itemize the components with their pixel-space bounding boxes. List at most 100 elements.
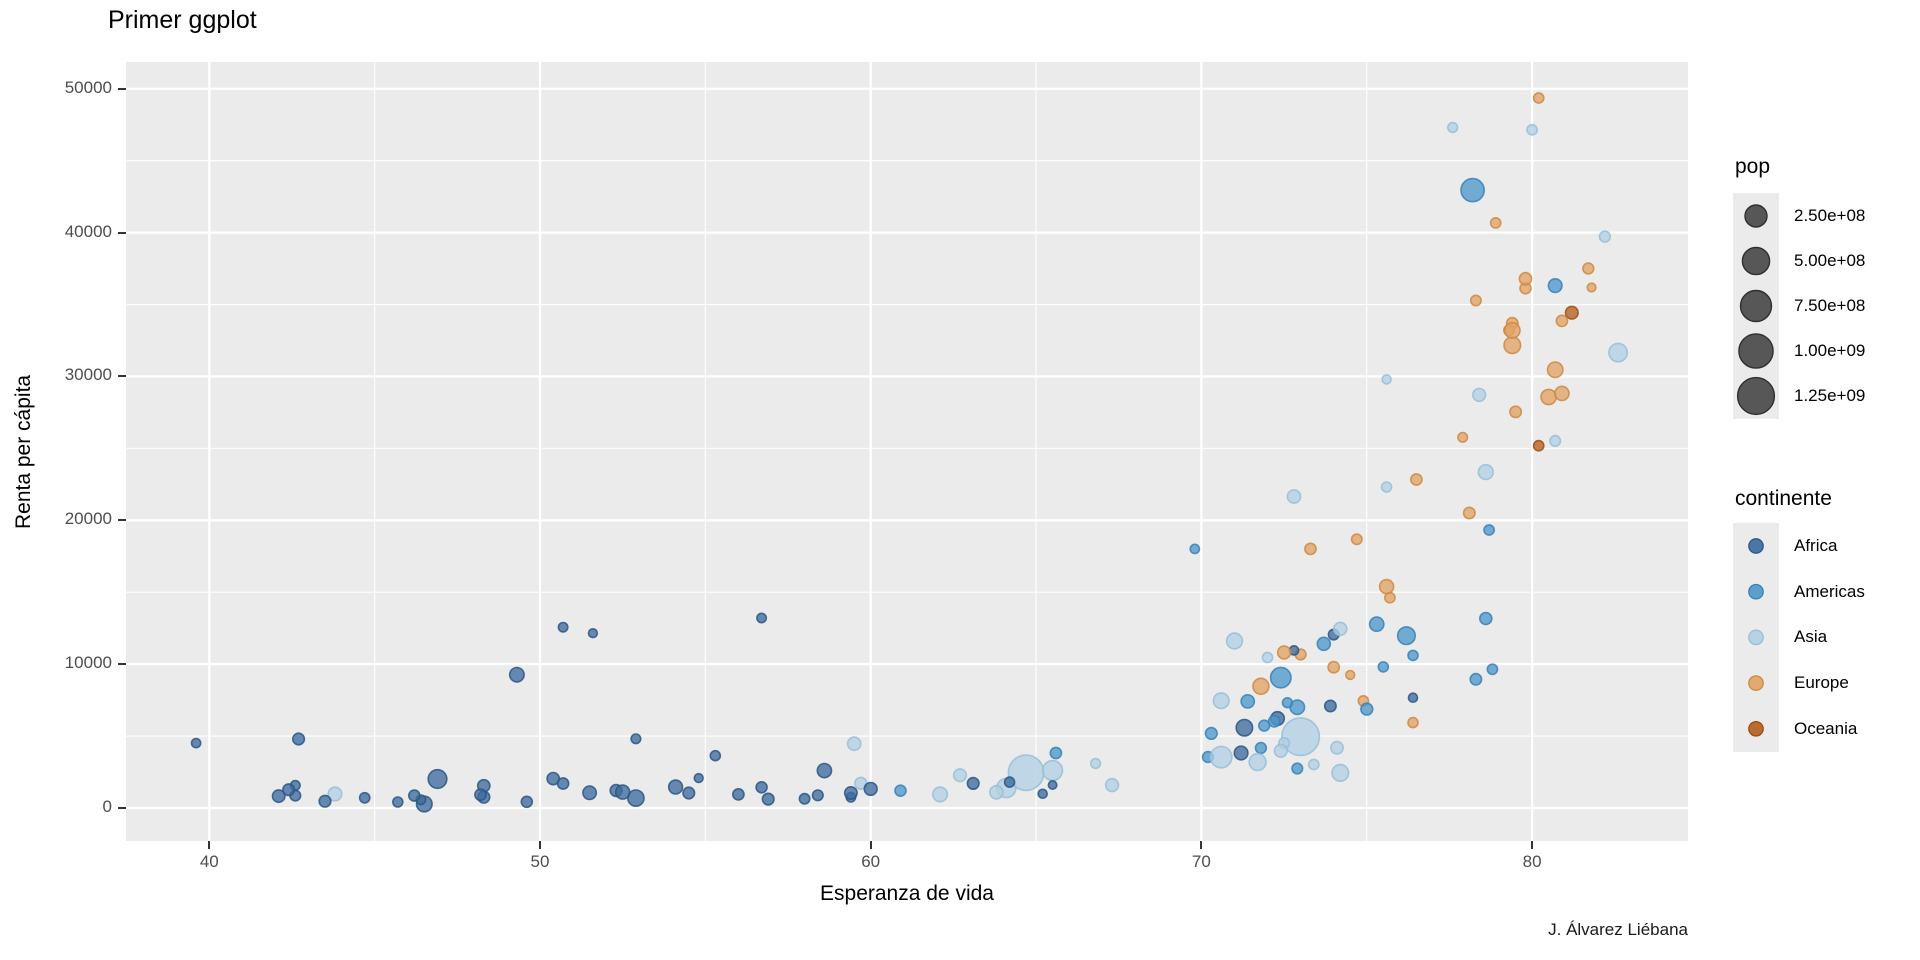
data-point bbox=[667, 779, 684, 795]
scatter-plot bbox=[126, 62, 1688, 841]
data-point bbox=[1457, 431, 1469, 443]
data-point bbox=[1252, 677, 1270, 696]
data-point bbox=[952, 768, 968, 783]
data-point bbox=[1257, 719, 1271, 732]
pop-legend-item-label: 1.00e+09 bbox=[1794, 341, 1866, 360]
data-point bbox=[1582, 262, 1595, 275]
x-tick-label: 80 bbox=[1522, 852, 1542, 871]
x-tick-label: 50 bbox=[530, 852, 550, 871]
data-point bbox=[1254, 741, 1268, 755]
data-point bbox=[327, 786, 343, 802]
data-point bbox=[1377, 661, 1390, 673]
data-point bbox=[1518, 271, 1533, 286]
continent-legend-title: continente bbox=[1735, 487, 1832, 510]
data-point bbox=[1546, 361, 1564, 379]
data-point bbox=[1240, 694, 1256, 709]
x-tick-mark bbox=[1531, 841, 1534, 849]
data-point bbox=[1407, 692, 1419, 704]
data-point bbox=[1598, 230, 1612, 243]
pop-legend-swatches bbox=[1736, 204, 1776, 416]
y-tick-label: 10000 bbox=[64, 653, 112, 673]
data-point bbox=[732, 788, 745, 801]
data-point bbox=[1483, 524, 1495, 536]
data-point bbox=[1486, 663, 1499, 676]
pop-legend-swatch bbox=[1736, 376, 1776, 416]
data-point bbox=[1471, 387, 1487, 403]
data-point bbox=[1350, 533, 1363, 546]
data-point bbox=[1532, 439, 1545, 452]
data-point bbox=[1235, 718, 1254, 737]
data-point bbox=[1225, 632, 1244, 650]
data-point bbox=[709, 749, 722, 762]
data-point bbox=[508, 666, 525, 683]
data-point bbox=[282, 783, 296, 797]
data-point bbox=[755, 780, 768, 794]
data-point bbox=[1330, 740, 1345, 755]
data-point bbox=[816, 762, 833, 779]
continent-legend-item-label: Oceania bbox=[1794, 718, 1858, 738]
data-point bbox=[1407, 649, 1419, 662]
data-point bbox=[1396, 626, 1416, 646]
y-tick-label: 0 bbox=[102, 797, 112, 816]
data-point bbox=[761, 792, 775, 806]
data-point bbox=[1003, 776, 1016, 788]
data-point bbox=[1460, 177, 1486, 203]
continent-legend-swatch-oceania bbox=[1748, 720, 1764, 737]
data-point bbox=[1307, 758, 1320, 771]
data-point bbox=[1554, 385, 1570, 402]
data-point bbox=[1380, 481, 1393, 493]
x-tick-mark bbox=[208, 841, 211, 849]
x-tick-label: 60 bbox=[861, 852, 881, 871]
data-point bbox=[1407, 716, 1419, 729]
data-point bbox=[798, 792, 811, 805]
data-point bbox=[1446, 121, 1459, 134]
data-point bbox=[614, 784, 631, 800]
data-point bbox=[474, 788, 487, 802]
pop-legend-item-label: 7.50e+08 bbox=[1794, 296, 1866, 315]
data-point bbox=[1037, 788, 1049, 800]
data-point bbox=[1549, 434, 1562, 448]
data-point bbox=[1212, 692, 1230, 710]
continent-legend-swatches bbox=[1748, 538, 1764, 737]
data-point bbox=[1410, 473, 1423, 486]
continent-legend-item-label: Africa bbox=[1794, 536, 1838, 555]
data-point bbox=[427, 768, 448, 790]
data-point bbox=[557, 621, 569, 633]
data-point bbox=[1360, 702, 1374, 716]
data-point bbox=[1281, 696, 1294, 709]
data-point bbox=[1479, 611, 1493, 626]
x-tick-mark bbox=[539, 841, 541, 849]
plot-caption: J. Álvarez Liébana bbox=[1548, 920, 1688, 939]
data-point bbox=[1291, 762, 1304, 775]
data-point bbox=[1286, 489, 1302, 504]
data-point bbox=[989, 784, 1004, 800]
x-tick-label: 70 bbox=[1191, 852, 1211, 871]
data-point bbox=[1204, 726, 1218, 741]
y-tick-mark bbox=[118, 519, 126, 522]
data-point bbox=[407, 789, 421, 802]
data-point bbox=[1049, 746, 1063, 760]
data-point bbox=[582, 785, 598, 801]
continent-legend-item-label: Americas bbox=[1794, 581, 1865, 601]
data-point bbox=[1316, 636, 1332, 652]
pop-legend-item-label: 5.00e+08 bbox=[1794, 251, 1866, 270]
data-point bbox=[520, 795, 534, 809]
data-point bbox=[931, 786, 949, 803]
data-point bbox=[1047, 779, 1058, 790]
data-point bbox=[190, 737, 202, 749]
data-point bbox=[1489, 216, 1502, 229]
pop-legend-item-label: 2.50e+08 bbox=[1794, 206, 1866, 225]
data-point bbox=[1323, 699, 1337, 713]
continent-legend-swatch-americas bbox=[1748, 583, 1764, 600]
data-point bbox=[587, 627, 599, 639]
data-point bbox=[1248, 752, 1267, 772]
data-point bbox=[846, 736, 862, 752]
data-point bbox=[391, 796, 404, 808]
data-point bbox=[1381, 374, 1392, 385]
y-tick-label: 50000 bbox=[64, 77, 112, 97]
data-point bbox=[1276, 645, 1292, 660]
data-point bbox=[1477, 463, 1495, 481]
y-tick-mark bbox=[118, 231, 126, 234]
x-tick-mark bbox=[1200, 841, 1203, 849]
data-point bbox=[1503, 321, 1521, 339]
